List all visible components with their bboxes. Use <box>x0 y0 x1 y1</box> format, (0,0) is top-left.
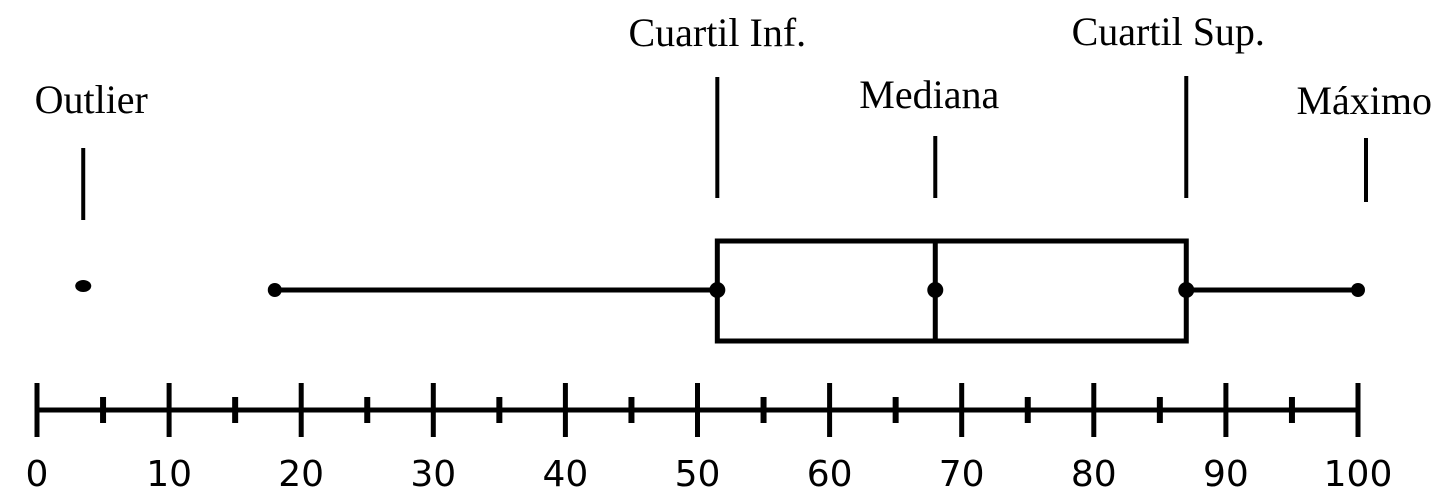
annotation-label-q3: Cuartil Sup. <box>1072 9 1265 54</box>
tick-label-10: 10 <box>146 454 192 495</box>
q1-point <box>709 282 726 298</box>
tick-label-90: 90 <box>1203 454 1249 495</box>
q3-point <box>1178 282 1195 298</box>
outlier-point <box>75 280 92 292</box>
tick-label-40: 40 <box>542 454 588 495</box>
annotation-label-q1: Cuartil Inf. <box>628 10 806 55</box>
annotation-label-outlier: Outlier <box>35 77 148 122</box>
tick-label-20: 20 <box>278 454 324 495</box>
tick-label-0: 0 <box>26 454 49 495</box>
tick-label-60: 60 <box>807 454 853 495</box>
iqr-box <box>714 238 1189 344</box>
tick-label-70: 70 <box>939 454 985 495</box>
annotations: Outlier Cuartil Inf. Mediana Cuartil Sup. Má… <box>35 9 1432 220</box>
whisker-low-point <box>267 283 282 297</box>
tick-label-30: 30 <box>410 454 456 495</box>
x-axis: 0 10 20 30 40 50 60 70 80 90 100 <box>26 383 1393 495</box>
median-point <box>927 282 944 298</box>
tick-label-100: 100 <box>1324 454 1393 495</box>
boxplot <box>75 238 1365 344</box>
max-point <box>1351 283 1365 297</box>
annotation-label-max: Máximo <box>1296 78 1432 123</box>
tick-label-80: 80 <box>1071 454 1117 495</box>
tick-label-50: 50 <box>675 454 721 495</box>
annotation-label-median: Mediana <box>859 72 999 117</box>
